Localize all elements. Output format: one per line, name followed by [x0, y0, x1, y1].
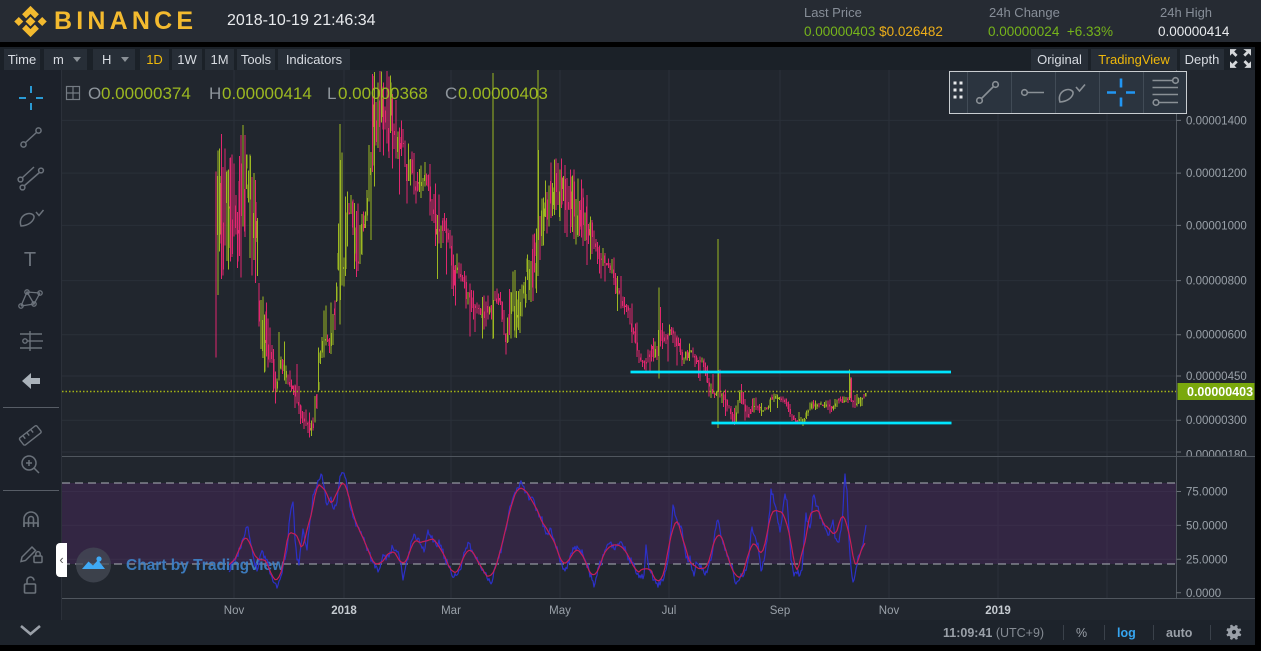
svg-text:75.0000: 75.0000: [1186, 487, 1228, 499]
svg-text:H: H: [209, 84, 221, 103]
svg-text:L: L: [327, 84, 336, 103]
svg-text:2019: 2019: [985, 605, 1011, 617]
svg-text:0.00000403: 0.00000403: [1187, 385, 1253, 399]
svg-text:Mar: Mar: [441, 605, 461, 617]
svg-text:Sep: Sep: [770, 605, 790, 617]
svg-text:0.00000403: 0.00000403: [458, 84, 548, 103]
svg-text:25.0000: 25.0000: [1186, 554, 1228, 566]
svg-text:0.00000414: 0.00000414: [222, 84, 312, 103]
svg-text:Nov: Nov: [224, 605, 245, 617]
svg-text:0.00001400: 0.00001400: [1186, 115, 1247, 127]
svg-text:May: May: [549, 605, 571, 617]
svg-text:0.00000368: 0.00000368: [338, 84, 428, 103]
svg-text:50.0000: 50.0000: [1186, 520, 1228, 532]
svg-text:0.00000600: 0.00000600: [1186, 330, 1247, 342]
svg-text:0.00001000: 0.00001000: [1186, 220, 1247, 232]
svg-text:0.00000300: 0.00000300: [1186, 415, 1247, 427]
svg-text:0.00001200: 0.00001200: [1186, 168, 1247, 180]
svg-text:C: C: [445, 84, 457, 103]
svg-text:0.00000800: 0.00000800: [1186, 276, 1247, 288]
svg-text:2018: 2018: [331, 605, 357, 617]
svg-text:Chart by TradingView: Chart by TradingView: [126, 557, 285, 574]
svg-text:0.0000: 0.0000: [1186, 588, 1221, 600]
svg-text:Nov: Nov: [879, 605, 900, 617]
svg-text:Jul: Jul: [662, 605, 677, 617]
svg-text:O: O: [88, 84, 101, 103]
svg-text:0.00000180: 0.00000180: [1186, 450, 1247, 462]
svg-text:T: T: [24, 249, 36, 271]
svg-text:0.00000374: 0.00000374: [101, 84, 191, 103]
svg-text:0.00000450: 0.00000450: [1186, 371, 1247, 383]
